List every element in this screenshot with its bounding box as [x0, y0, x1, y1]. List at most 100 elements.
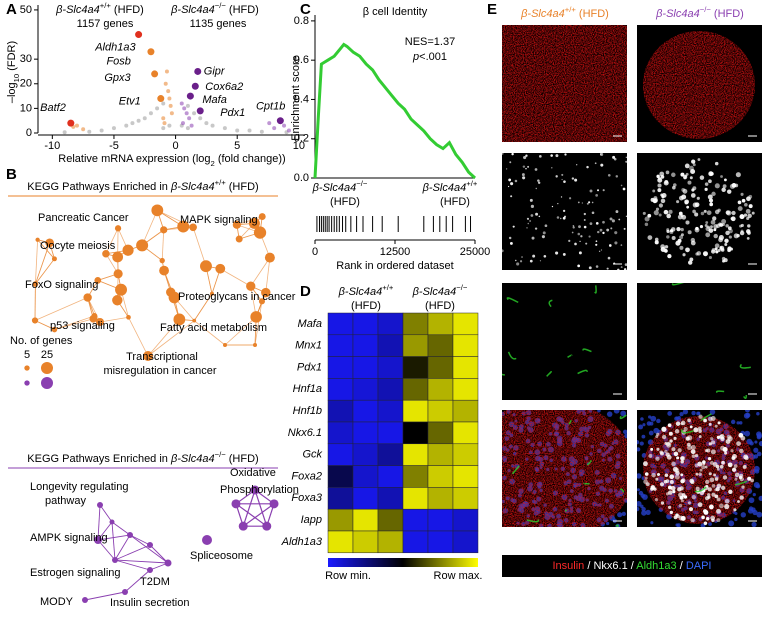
nkx-nucleus	[527, 165, 530, 168]
text-part: β-Slc4a4	[520, 8, 565, 20]
network-node	[82, 597, 88, 603]
text-part: DAPI	[686, 560, 712, 572]
nkx-nucleus	[685, 220, 690, 225]
nkx-nucleus	[698, 472, 702, 477]
nkx-nucleus	[650, 447, 654, 451]
nkx-nucleus	[599, 228, 603, 232]
aldh-signal	[619, 488, 625, 493]
nkx-nucleus	[741, 198, 746, 203]
heat-cell	[427, 508, 454, 532]
heat-cell	[427, 334, 454, 357]
point	[99, 128, 104, 133]
network-node	[45, 238, 54, 248]
text-part: β-Slc4a4	[338, 286, 383, 298]
nkx-nucleus	[708, 504, 714, 510]
point	[182, 106, 187, 111]
nkx-nucleus	[707, 457, 712, 461]
nkx-nucleus	[574, 242, 577, 246]
nkx-nucleus	[512, 225, 515, 228]
network-edge	[193, 320, 226, 346]
point	[272, 126, 277, 131]
text-part: (HFD)	[111, 4, 144, 16]
point	[87, 129, 92, 134]
micrograph	[637, 153, 762, 270]
nkx-nucleus	[543, 254, 547, 258]
network-node	[177, 220, 190, 233]
nkx-nucleus	[667, 253, 672, 259]
nkx-nucleus	[579, 240, 581, 243]
colorbar	[328, 558, 478, 567]
text-part: (HFD)	[226, 4, 259, 16]
nkx-nucleus	[660, 244, 665, 249]
nkx-nucleus	[508, 236, 512, 240]
nkx-nucleus	[675, 240, 681, 246]
nkx-nucleus	[708, 255, 712, 260]
nkx-nucleus	[724, 178, 727, 182]
heat-cell	[352, 443, 379, 466]
nkx-nucleus	[680, 420, 686, 426]
network-node	[94, 536, 102, 544]
network-node	[159, 265, 169, 276]
micrograph	[502, 153, 627, 270]
nkx-nucleus	[660, 198, 666, 204]
nkx-nucleus	[711, 492, 716, 497]
nkx-nucleus	[710, 449, 716, 455]
group-label: β-Slc4a4+/+	[338, 283, 394, 298]
nkx-nucleus	[739, 495, 744, 500]
nkx-nucleus	[544, 224, 548, 228]
nkx-nucleus	[710, 172, 714, 176]
heat-cell	[352, 465, 379, 488]
nkx-nucleus	[714, 476, 719, 481]
nkx-nucleus	[658, 213, 662, 217]
aldh-signal	[594, 285, 597, 294]
network-node	[258, 298, 265, 305]
point	[198, 116, 203, 121]
nkx-nucleus	[740, 192, 744, 196]
heat-cell	[377, 312, 404, 336]
network-node	[122, 244, 134, 256]
nkx-nucleus	[708, 198, 714, 203]
nkx-nucleus	[694, 453, 699, 458]
heat-cell	[402, 443, 429, 466]
nkx-nucleus	[724, 243, 728, 246]
heat-cell	[452, 487, 479, 510]
text-part: −/−	[215, 450, 227, 459]
nkx-nucleus	[526, 217, 529, 220]
nucleus	[756, 511, 762, 518]
nkx-nucleus	[589, 222, 593, 225]
nkx-nucleus	[710, 437, 714, 441]
nkx-nucleus	[731, 467, 737, 472]
nkx-nucleus	[720, 248, 725, 252]
nkx-nucleus	[521, 256, 523, 258]
aldh-signal	[694, 486, 707, 493]
panel-label: C	[300, 1, 311, 18]
nkx-nucleus	[688, 260, 693, 265]
text-part: (fold change))	[215, 153, 286, 165]
nkx-nucleus	[672, 490, 676, 494]
row-label: Mnx1	[295, 340, 322, 352]
y-tick-label: 0.8	[294, 15, 309, 27]
nkx-nucleus	[515, 259, 517, 262]
nkx-nucleus	[614, 231, 618, 235]
nkx-nucleus	[530, 214, 534, 217]
heat-cell	[452, 378, 479, 401]
nkx-nucleus	[551, 205, 554, 208]
group-label: (HFD)	[440, 196, 470, 208]
network-node	[246, 281, 256, 291]
nkx-nucleus	[690, 480, 695, 485]
nkx-nucleus	[710, 219, 716, 225]
network-node	[261, 287, 271, 298]
nkx-nucleus	[526, 227, 528, 229]
heat-cell	[402, 465, 429, 488]
heat-cell	[452, 312, 479, 336]
nkx-nucleus	[595, 243, 598, 246]
text-part: <.001	[419, 51, 447, 63]
network-edge	[34, 320, 55, 330]
nkx-nucleus	[748, 204, 753, 209]
point	[185, 126, 190, 131]
network-node	[143, 351, 153, 361]
text-part: 10	[12, 74, 21, 83]
nkx-nucleus	[666, 229, 670, 233]
network-edge	[54, 315, 95, 330]
heat-cell	[427, 356, 454, 379]
